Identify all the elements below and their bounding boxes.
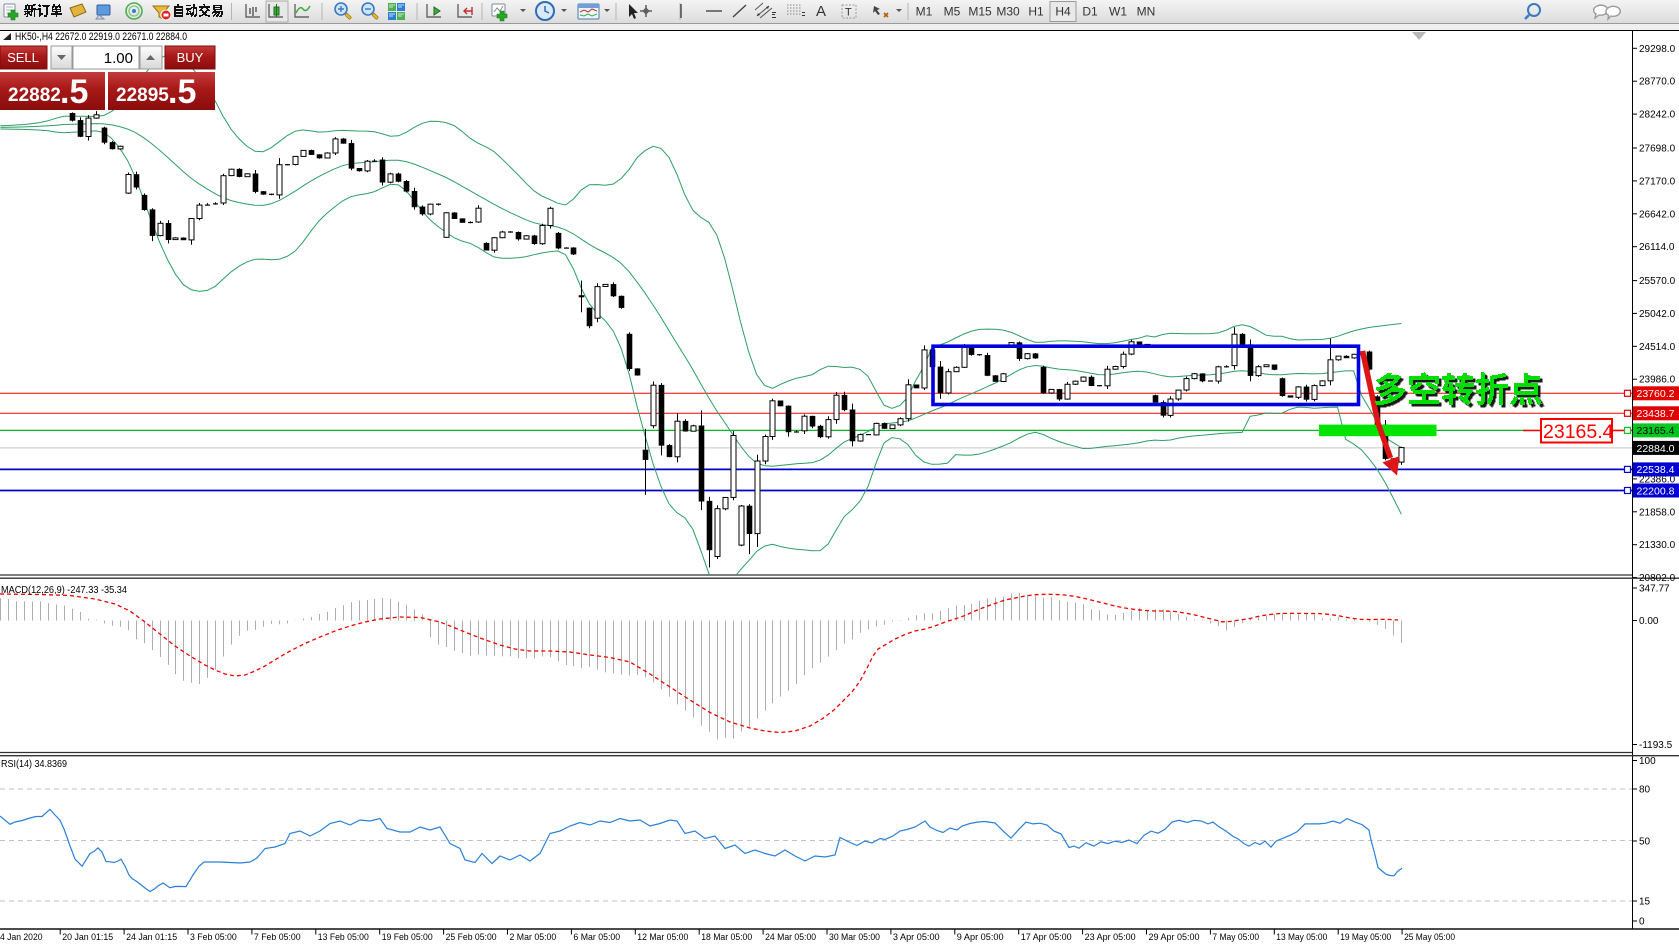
svg-text:M5: M5: [944, 5, 961, 19]
svg-text:0: 0: [1639, 917, 1645, 928]
svg-text:50: 50: [1639, 837, 1651, 848]
svg-text:T: T: [845, 7, 852, 19]
svg-text:29 Apr 05:00: 29 Apr 05:00: [1149, 932, 1200, 943]
svg-text:22884.0: 22884.0: [1637, 443, 1675, 455]
svg-text:.5: .5: [60, 73, 88, 111]
svg-text:24514.0: 24514.0: [1639, 342, 1676, 353]
svg-text:28242.0: 28242.0: [1639, 110, 1676, 121]
svg-text:22538.4: 22538.4: [1637, 464, 1675, 476]
svg-text:19 Feb 05:00: 19 Feb 05:00: [382, 932, 433, 943]
svg-text:23165.4: 23165.4: [1543, 421, 1614, 443]
svg-text:W1: W1: [1109, 5, 1127, 19]
svg-text:D1: D1: [1082, 5, 1098, 19]
svg-text:23760.2: 23760.2: [1637, 388, 1675, 400]
svg-text:25570.0: 25570.0: [1639, 276, 1676, 287]
svg-text:19 May 05:00: 19 May 05:00: [1340, 932, 1391, 943]
svg-text:25 Feb 05:00: 25 Feb 05:00: [446, 932, 497, 943]
svg-text:100: 100: [1639, 756, 1656, 767]
svg-text:23165.4: 23165.4: [1637, 425, 1675, 437]
svg-text:M15: M15: [968, 5, 992, 19]
svg-text:23438.7: 23438.7: [1637, 408, 1675, 420]
svg-text:24 Mar 05:00: 24 Mar 05:00: [765, 932, 816, 943]
svg-text:M1: M1: [916, 5, 933, 19]
svg-text:12 Mar 05:00: 12 Mar 05:00: [637, 932, 688, 943]
svg-text:26114.0: 26114.0: [1639, 242, 1675, 253]
svg-text:27170.0: 27170.0: [1639, 176, 1676, 187]
svg-text:25042.0: 25042.0: [1639, 309, 1676, 320]
svg-text:H1: H1: [1028, 5, 1044, 19]
svg-text:23986.0: 23986.0: [1639, 375, 1676, 386]
svg-text:4 Jan 2020: 4 Jan 2020: [0, 932, 43, 943]
svg-text:18 Mar 05:00: 18 Mar 05:00: [701, 932, 752, 943]
svg-text:6 Mar 05:00: 6 Mar 05:00: [573, 932, 620, 943]
svg-text:22882: 22882: [8, 85, 61, 106]
svg-text:-1193.5: -1193.5: [1639, 740, 1673, 751]
svg-text:7 May 05:00: 7 May 05:00: [1212, 932, 1259, 943]
svg-text:23 Apr 05:00: 23 Apr 05:00: [1085, 932, 1136, 943]
svg-text:.5: .5: [168, 73, 196, 111]
svg-text:26642.0: 26642.0: [1639, 209, 1676, 220]
svg-text:RSI(14) 34.8369: RSI(14) 34.8369: [1, 758, 67, 770]
svg-text:347.77: 347.77: [1639, 584, 1670, 595]
svg-text:28770.0: 28770.0: [1639, 77, 1676, 88]
svg-text:HK50-,H4 22672.0 22919.0 2267: HK50-,H4 22672.0 22919.0 22671.0 22884.0: [15, 31, 187, 43]
svg-text:9 Apr 05:00: 9 Apr 05:00: [957, 932, 1004, 943]
svg-text:30 Mar 05:00: 30 Mar 05:00: [829, 932, 880, 943]
svg-text:22386.0: 22386.0: [1639, 474, 1676, 485]
svg-text:SELL: SELL: [7, 50, 39, 65]
svg-text:2 Mar 05:00: 2 Mar 05:00: [510, 932, 557, 943]
svg-text:BUY: BUY: [177, 50, 204, 65]
svg-text:13 Feb 05:00: 13 Feb 05:00: [318, 932, 369, 943]
svg-text:0.00: 0.00: [1639, 616, 1659, 627]
svg-text:7 Feb 05:00: 7 Feb 05:00: [254, 932, 301, 943]
svg-text:1.00: 1.00: [104, 50, 133, 67]
svg-text:80: 80: [1639, 785, 1651, 796]
svg-text:3 Apr 05:00: 3 Apr 05:00: [893, 932, 940, 943]
svg-text:20 Jan 01:15: 20 Jan 01:15: [62, 932, 113, 943]
svg-text:20802.0: 20802.0: [1639, 573, 1676, 584]
svg-text:25 May 05:00: 25 May 05:00: [1404, 932, 1455, 943]
svg-text:21330.0: 21330.0: [1639, 540, 1676, 551]
svg-text:21858.0: 21858.0: [1639, 507, 1676, 518]
svg-text:15: 15: [1639, 897, 1651, 908]
svg-text:22895: 22895: [116, 85, 169, 106]
svg-text:M30: M30: [996, 5, 1020, 19]
svg-text:17 Apr 05:00: 17 Apr 05:00: [1021, 932, 1072, 943]
svg-text:13 May 05:00: 13 May 05:00: [1276, 932, 1327, 943]
svg-text:MACD(12,26,9) -247.33 -35.34: MACD(12,26,9) -247.33 -35.34: [1, 584, 127, 596]
svg-text:A: A: [816, 3, 826, 20]
svg-text:24 Jan 01:15: 24 Jan 01:15: [126, 932, 177, 943]
svg-text:22200.8: 22200.8: [1637, 485, 1675, 497]
svg-text:3 Feb 05:00: 3 Feb 05:00: [190, 932, 237, 943]
svg-text:27698.0: 27698.0: [1639, 144, 1676, 155]
svg-text:29298.0: 29298.0: [1639, 44, 1676, 55]
svg-text:H4: H4: [1055, 5, 1071, 19]
svg-text:MN: MN: [1137, 5, 1156, 19]
